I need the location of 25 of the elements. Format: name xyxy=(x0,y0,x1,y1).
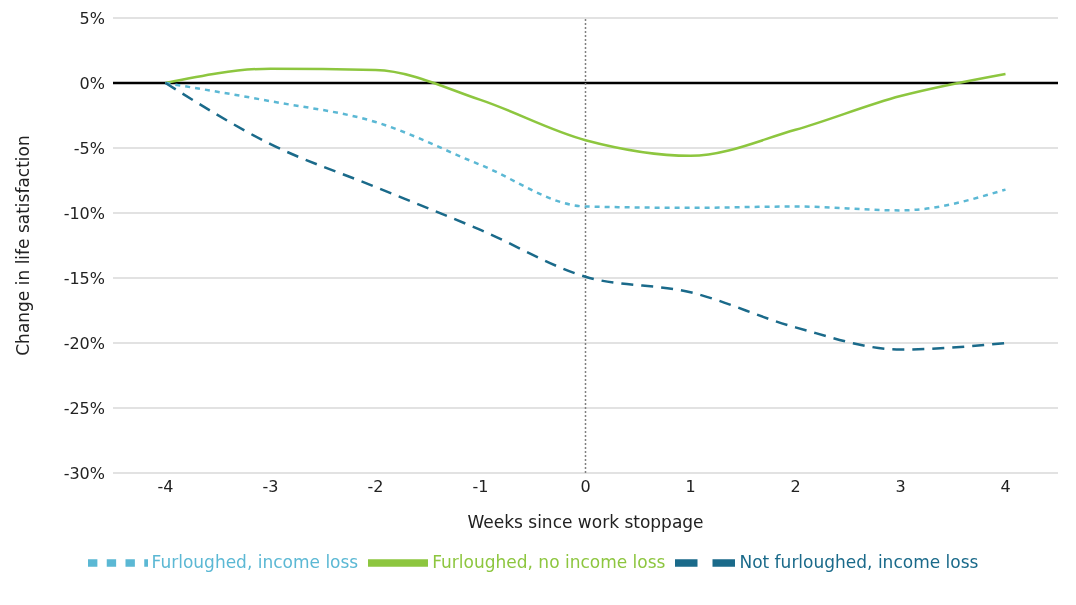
y-tick-label: -30% xyxy=(63,463,105,483)
line-series xyxy=(164,81,1007,351)
x-tick-label: 0 xyxy=(580,477,591,497)
y-tick-label: -25% xyxy=(63,398,105,418)
y-tick-label: 0% xyxy=(79,73,105,93)
legend-label: Not furloughed, income loss xyxy=(739,552,979,572)
legend-label: Furloughed, no income loss xyxy=(432,552,666,572)
x-tick-label: -4 xyxy=(157,477,174,497)
x-tick-label: -3 xyxy=(262,477,279,497)
legend-label: Furloughed, income loss xyxy=(151,552,359,572)
x-tick-label: -1 xyxy=(472,477,489,497)
y-tick-label: -10% xyxy=(63,203,105,223)
y-tick-label: 5% xyxy=(79,8,105,28)
y-tick-label: -5% xyxy=(73,138,105,158)
x-tick-label: -2 xyxy=(367,477,384,497)
x-axis-title: Weeks since work stoppage xyxy=(467,512,704,532)
x-tick-label: 4 xyxy=(1000,477,1011,497)
x-tick-label: 2 xyxy=(790,477,801,497)
y-axis-title: Change in life satisfaction xyxy=(13,135,34,356)
x-tick-label: 3 xyxy=(895,477,906,497)
line-series xyxy=(164,67,1007,158)
x-tick-label: 1 xyxy=(685,477,696,497)
y-tick-label: -20% xyxy=(63,333,105,353)
y-tick-label: -15% xyxy=(63,268,105,288)
line-series xyxy=(164,81,1007,212)
